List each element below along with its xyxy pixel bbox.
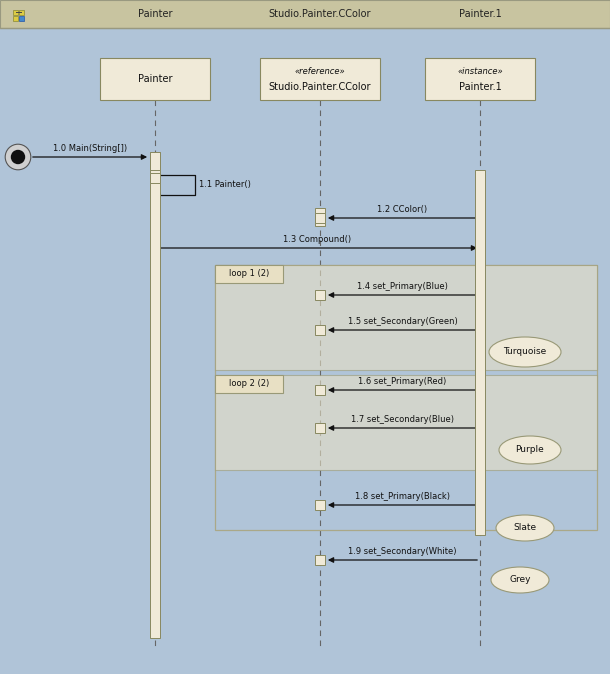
Bar: [215, 265, 283, 283]
Bar: [150, 152, 160, 638]
Bar: [425, 58, 535, 100]
Bar: [315, 325, 325, 335]
Ellipse shape: [496, 515, 554, 541]
Text: 1.3 Compound(): 1.3 Compound(): [284, 235, 351, 244]
Bar: [315, 208, 325, 226]
Text: Painter.1: Painter.1: [459, 9, 501, 19]
Bar: [150, 152, 160, 170]
Text: Grey: Grey: [509, 576, 531, 584]
Text: Slate: Slate: [514, 524, 537, 532]
Bar: [315, 290, 325, 300]
Bar: [19, 16, 24, 21]
Text: Studio.Painter.CColor: Studio.Painter.CColor: [269, 9, 371, 19]
Text: «instance»: «instance»: [457, 67, 503, 76]
Text: 1.8 set_Primary(Black): 1.8 set_Primary(Black): [355, 492, 450, 501]
Bar: [215, 265, 597, 530]
Ellipse shape: [499, 436, 561, 464]
Text: 1.5 set_Secondary(Green): 1.5 set_Secondary(Green): [348, 317, 458, 326]
Ellipse shape: [491, 567, 549, 593]
Text: «reference»: «reference»: [295, 67, 345, 76]
Bar: [100, 58, 210, 100]
Text: 1.1 Painter(): 1.1 Painter(): [199, 181, 251, 189]
Bar: [315, 213, 325, 223]
Text: 1.9 set_Secondary(White): 1.9 set_Secondary(White): [348, 547, 457, 556]
Text: Painter: Painter: [138, 74, 172, 84]
Text: 1.0 Main(String[]): 1.0 Main(String[]): [53, 144, 127, 153]
Text: Painter.1: Painter.1: [459, 82, 501, 92]
Ellipse shape: [489, 337, 561, 367]
Bar: [19, 10, 24, 15]
Text: 1.6 set_Primary(Red): 1.6 set_Primary(Red): [359, 377, 447, 386]
Bar: [0, 0, 610, 28]
Bar: [215, 265, 597, 370]
Text: loop 2 (2): loop 2 (2): [229, 379, 269, 388]
Bar: [150, 173, 160, 183]
Text: 1.2 CColor(): 1.2 CColor(): [378, 205, 428, 214]
Text: loop 1 (2): loop 1 (2): [229, 270, 269, 278]
Text: 1.7 set_Secondary(Blue): 1.7 set_Secondary(Blue): [351, 415, 454, 424]
Text: 1.4 set_Primary(Blue): 1.4 set_Primary(Blue): [357, 282, 448, 291]
Bar: [215, 375, 597, 470]
Text: Painter: Painter: [138, 9, 172, 19]
Bar: [13, 10, 18, 15]
Bar: [315, 423, 325, 433]
Bar: [260, 58, 380, 100]
Bar: [315, 500, 325, 510]
Bar: [315, 385, 325, 395]
Bar: [13, 16, 18, 21]
Text: Purple: Purple: [515, 446, 544, 454]
Circle shape: [11, 150, 25, 164]
Bar: [475, 170, 485, 535]
Circle shape: [5, 144, 30, 170]
Bar: [315, 555, 325, 565]
Text: Turquoise: Turquoise: [503, 348, 547, 357]
Bar: [215, 375, 283, 393]
Text: Studio.Painter.CColor: Studio.Painter.CColor: [269, 82, 371, 92]
